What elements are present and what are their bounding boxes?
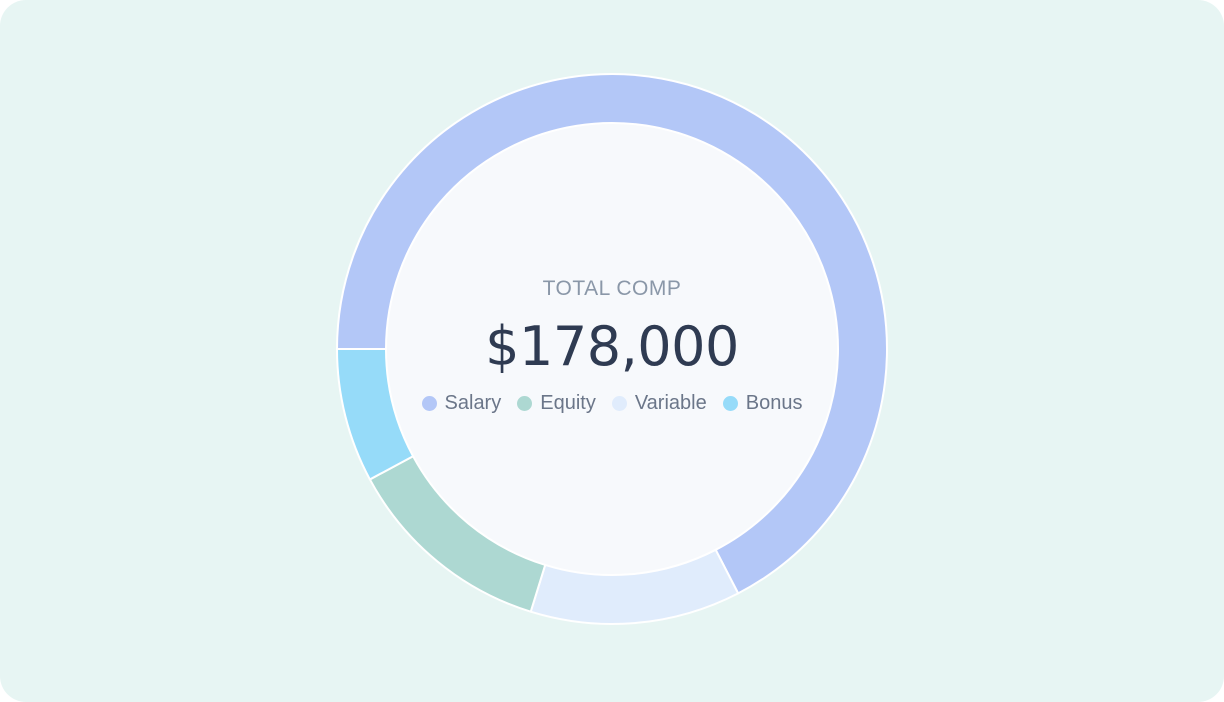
legend-label-equity: Equity [540,392,596,414]
legend-label-salary: Salary [444,392,502,414]
legend-label-bonus: Bonus [745,392,803,414]
legend-dot-bonus [722,396,738,411]
center-value: $178,000 [485,315,739,378]
center-label: TOTAL COMP [542,277,682,300]
legend-item-variable[interactable]: Variable [611,392,707,415]
legend-dot-salary [421,396,437,411]
legend-dot-variable [611,396,627,411]
donut-slice-bonus[interactable] [336,348,415,481]
legend-item-salary[interactable]: Salary [421,392,502,415]
legend-dot-equity [517,396,533,411]
donut-inner-face [386,123,838,575]
legend-item-equity[interactable]: Equity [517,392,596,415]
donut-slice-salary[interactable] [336,73,888,595]
legend-label-variable: Variable [634,392,707,414]
legend: Salary Equity Variable Bonus [362,392,862,415]
donut-slices [336,73,888,625]
legend-item-bonus[interactable]: Bonus [722,392,803,415]
